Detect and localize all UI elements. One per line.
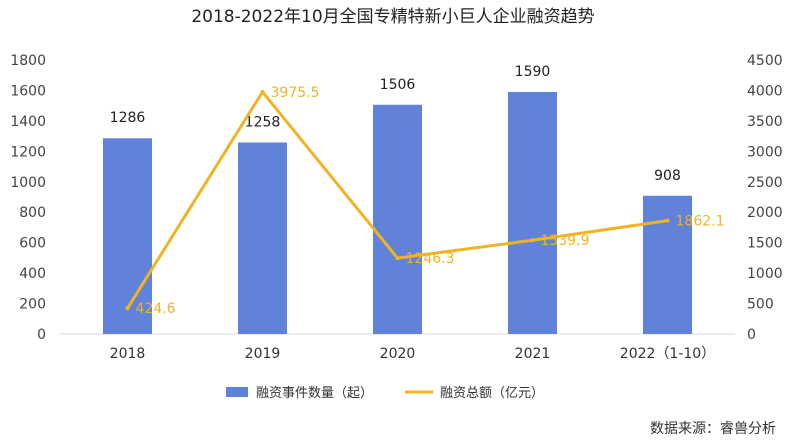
left-tick-label: 400 (19, 266, 46, 282)
right-axis: 0 500 1000 1500 2000 2500 3000 3500 4000 4500 (747, 53, 783, 343)
bar-series: 1286 1258 1506 1590 908 (103, 64, 692, 335)
bar-value-label: 1506 (380, 77, 416, 93)
source-note: 数据来源：睿兽分析 (650, 421, 776, 437)
bar (238, 142, 287, 334)
line-value-label: 1539.9 (541, 233, 590, 249)
bar-value-label: 1590 (515, 64, 551, 80)
right-tick-label: 1500 (747, 236, 783, 252)
line-point (260, 89, 265, 94)
legend-line-label: 融资总额（亿元） (440, 386, 544, 401)
left-tick-label: 1000 (10, 175, 46, 191)
right-tick-label: 4000 (747, 83, 783, 99)
legend-bar-label: 融资事件数量（起） (256, 386, 373, 401)
right-tick-label: 1000 (747, 266, 783, 282)
line-point (530, 238, 535, 243)
line-point (395, 256, 400, 261)
right-tick-label: 4500 (747, 53, 783, 69)
x-axis: 2018 2019 2020 2021 2022（1-10） (110, 346, 716, 362)
line-value-label: 3975.5 (271, 85, 320, 101)
right-tick-label: 3000 (747, 144, 783, 160)
left-tick-label: 0 (37, 327, 46, 343)
left-axis: 0 200 400 600 800 1000 1200 1400 1600 1800 (10, 53, 46, 343)
left-tick-label: 1600 (10, 83, 46, 99)
x-tick-label: 2021 (515, 346, 551, 362)
line-series: 424.6 3975.5 1246.3 1539.9 1862.1 (125, 85, 725, 317)
left-tick-label: 1200 (10, 144, 46, 160)
line-point (125, 306, 130, 311)
left-tick-label: 800 (19, 205, 46, 221)
left-tick-label: 1400 (10, 114, 46, 130)
bar (508, 91, 557, 334)
line-value-label: 1862.1 (676, 214, 725, 230)
legend: 融资事件数量（起） 融资总额（亿元） (226, 386, 544, 401)
right-tick-label: 3500 (747, 114, 783, 130)
line-value-label: 1246.3 (406, 251, 455, 267)
bar-value-label: 908 (654, 168, 681, 184)
bar-value-label: 1258 (245, 115, 281, 131)
chart-title: 2018-2022年10月全国专精特新小巨人企业融资趋势 (191, 7, 594, 27)
x-tick-label: 2019 (245, 346, 281, 362)
right-tick-label: 2000 (747, 205, 783, 221)
line-point (665, 218, 670, 223)
right-tick-label: 500 (747, 297, 774, 313)
bar (103, 138, 152, 334)
bar (373, 104, 422, 335)
left-tick-label: 1800 (10, 53, 46, 69)
right-tick-label: 0 (747, 327, 756, 343)
x-tick-label: 2022（1-10） (620, 346, 715, 362)
bar-value-label: 1286 (110, 110, 146, 126)
x-tick-label: 2018 (110, 346, 146, 362)
line-value-label: 424.6 (136, 301, 176, 317)
left-tick-label: 200 (19, 297, 46, 313)
left-tick-label: 600 (19, 236, 46, 252)
right-tick-label: 2500 (747, 175, 783, 191)
legend-bar-swatch (226, 387, 248, 397)
x-tick-label: 2020 (380, 346, 416, 362)
